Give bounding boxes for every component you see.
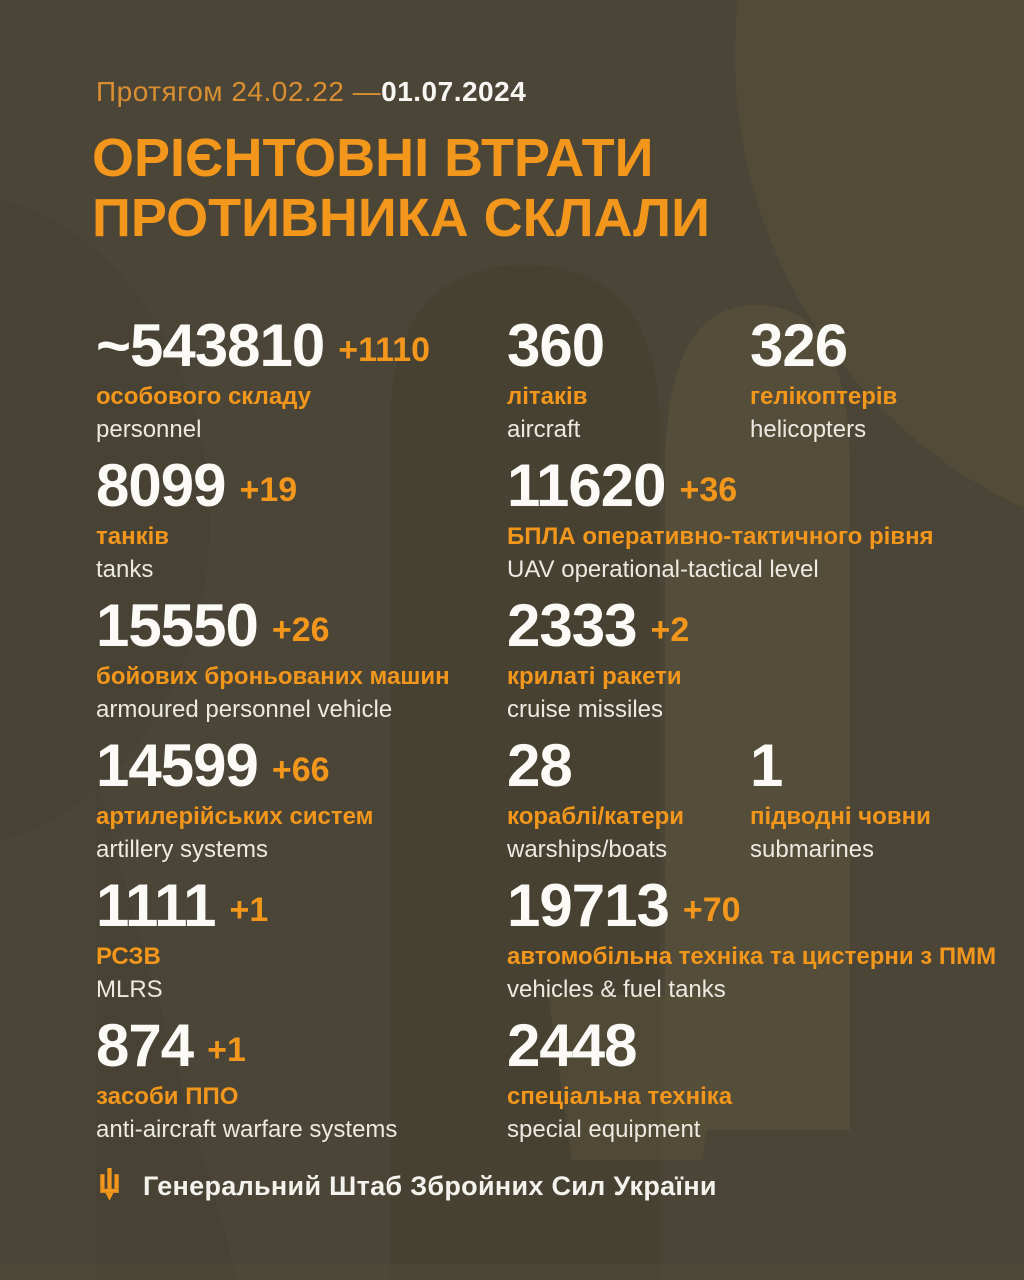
stat-value: 15550 [96,592,259,659]
stat-value: 14599 [96,732,259,799]
title-line-1: ОРІЄНТОВНІ ВТРАТИ [92,128,654,188]
stat-armoured-vehicles: 15550 +26 бойових броньованих машин armo… [96,592,507,732]
stat-label-en: helicopters [750,415,867,443]
stat-value: 8099 [96,452,226,519]
stat-aircraft: 360 літаків aircraft [507,312,750,452]
page-title: ОРІЄНТОВНІ ВТРАТИ ПРОТИВНИКА СКЛАЛИ [92,128,710,249]
stat-label-en: vehicles & fuel tanks [507,975,726,1003]
stat-value: 19713 [507,872,670,939]
stat-cruise-missiles: 2333 +2 крилаті ракети cruise missiles [507,592,1024,732]
stat-label-en: personnel [96,415,202,443]
stat-delta: +1 [229,890,269,929]
stat-artillery: 14599 +66 артилерійських систем artiller… [96,732,507,872]
source-label: Генеральний Штаб Збройних Сил України [143,1170,717,1201]
stat-label-en: UAV operational-tactical level [507,555,819,583]
stat-label-en: submarines [750,835,875,863]
stat-label-uk: бойових броньованих машин [96,663,450,690]
stat-delta: +70 [682,890,741,929]
stat-label-en: tanks [96,555,154,583]
stat-label-uk: БПЛА оперативно-тактичного рівня [507,523,934,550]
stat-value: 2448 [507,1012,637,1079]
stat-value: ~543810 [96,312,325,379]
stat-value: 11620 [507,452,667,519]
losses-grid: ~543810 +1110 особового складу personnel… [96,312,1024,1152]
trident-icon [100,1168,119,1201]
stat-label-uk: крилаті ракети [507,663,682,690]
stat-value: 1111 [96,872,217,939]
period-end-date: 01.07.2024 [381,76,527,107]
stat-label-en: aircraft [507,415,581,443]
stat-label-uk: засоби ППО [96,1083,239,1110]
stat-vehicles-fuel-tanks: 19713 +70 автомобільна техніка та цистер… [507,872,1024,1012]
stat-uav: 11620 +36 БПЛА оперативно-тактичного рів… [507,452,1024,592]
stat-delta: +19 [239,470,298,509]
stat-delta: +1110 [338,330,431,369]
stat-special-equipment: 2448 спеціальна техніка special equipmen… [507,1012,1024,1152]
stat-warships: 28 кораблі/катери warships/boats [507,732,750,872]
stat-label-en: MLRS [96,975,163,1003]
stat-value: 1 [750,732,783,799]
stat-label-en: anti-aircraft warfare systems [96,1115,398,1143]
stat-value: 28 [507,732,573,799]
stat-label-en: artillery systems [96,835,269,863]
period-prefix: Протягом 24.02.22 [96,76,345,107]
stat-delta: +26 [271,610,330,649]
stat-label-uk: гелікоптерів [750,383,898,410]
stat-anti-aircraft: 874 +1 засоби ППО anti-aircraft warfare … [96,1012,507,1152]
stat-label-uk: спеціальна техніка [507,1083,733,1110]
stat-delta: +1 [207,1030,246,1069]
title-line-2: ПРОТИВНИКА СКЛАЛИ [92,188,710,249]
stat-tanks: 8099 +19 танків tanks [96,452,507,592]
period-dash-glyph: — [352,76,382,107]
footer: Генеральний Штаб Збройних Сил України [96,1168,717,1204]
stat-delta: +36 [679,470,738,509]
stat-delta: +2 [650,610,690,649]
stat-mlrs: 1111 +1 РСЗВ MLRS [96,872,507,1012]
stat-value: 360 [507,312,605,379]
stat-label-uk: літаків [507,383,588,410]
stat-label-uk: підводні човни [750,803,931,830]
stat-label-uk: автомобільна техніка та цистерни з ПММ [507,943,997,970]
stat-personnel: ~543810 +1110 особового складу personnel [96,312,507,452]
stat-label-uk: кораблі/катери [507,803,685,830]
stat-label-uk: танків [96,523,170,550]
stat-label-uk: артилерійських систем [96,803,374,830]
stat-helicopters: 326 гелікоптерів helicopters [750,312,1024,452]
stat-value: 874 [96,1012,194,1079]
stat-submarines: 1 підводні човни submarines [750,732,1024,872]
stat-label-en: warships/boats [507,835,668,863]
stat-label-uk: особового складу [96,383,312,410]
stat-delta: +66 [271,750,330,789]
stat-value: 2333 [507,592,637,659]
stat-value: 326 [750,312,848,379]
stat-label-en: armoured personnel vehicle [96,695,393,723]
period-line: Протягом 24.02.22 —01.07.2024 [96,76,526,108]
stat-label-uk: РСЗВ [96,943,161,970]
stat-label-en: special equipment [507,1115,701,1143]
stat-label-en: cruise missiles [507,695,664,723]
